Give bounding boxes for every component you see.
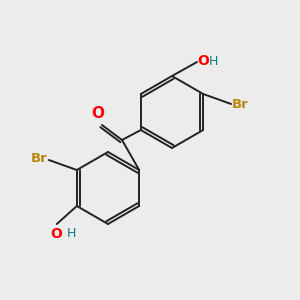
Text: O: O — [197, 54, 209, 68]
Text: H: H — [67, 227, 76, 240]
Text: O: O — [91, 106, 104, 121]
Text: H: H — [209, 55, 218, 68]
Text: Br: Br — [31, 152, 48, 166]
Text: Br: Br — [232, 98, 249, 110]
Text: O: O — [50, 227, 62, 241]
